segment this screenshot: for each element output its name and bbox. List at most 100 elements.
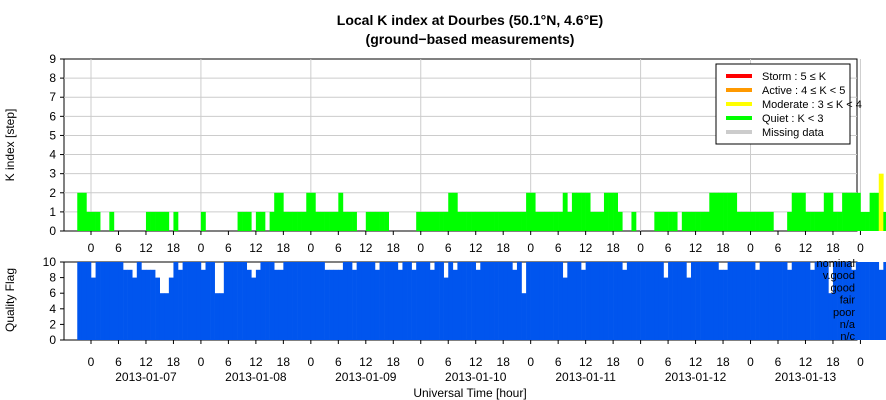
quality-bar (379, 262, 385, 340)
q-x-tick-label: 18 (606, 355, 620, 369)
k-x-tick-label: 0 (307, 241, 314, 255)
k-index-bar (95, 211, 101, 231)
k-index-bar (86, 211, 92, 231)
k-index-bar (429, 211, 435, 231)
quality-bar (306, 262, 312, 340)
k-index-bar (759, 211, 765, 231)
k-index-bar (787, 211, 793, 231)
k-index-bar (613, 192, 618, 231)
k-index-bar (159, 211, 165, 231)
k-x-tick-label: 0 (527, 241, 534, 255)
q-x-tick-label: 12 (249, 355, 263, 369)
k-index-bar (150, 211, 156, 231)
q-x-tick-label: 0 (857, 355, 864, 369)
q-y-tick-label: 4 (49, 302, 56, 316)
quality-bar (214, 293, 220, 340)
q-x-tick-label: 6 (445, 355, 452, 369)
k-index-bar (310, 192, 316, 231)
quality-bar (471, 262, 477, 340)
k-x-tick-label: 12 (689, 241, 703, 255)
quality-bar (342, 262, 348, 340)
k-index-bar (489, 211, 495, 231)
k-x-tick-label: 0 (857, 241, 864, 255)
quality-bar (553, 262, 559, 340)
quality-bar (865, 262, 870, 340)
quality-bar (457, 262, 463, 340)
k-index-bar (526, 192, 531, 231)
q-y-tick-label: 10 (43, 255, 57, 269)
quality-bar (420, 262, 426, 340)
quality-level-label: v.good (823, 270, 855, 282)
k-x-tick-label: 12 (359, 241, 373, 255)
quality-level-label: poor (833, 307, 855, 319)
quality-bar (571, 262, 577, 340)
k-index-bar (352, 211, 357, 231)
quality-bar (86, 262, 92, 340)
k-index-bar (370, 211, 376, 231)
quality-bar (480, 262, 486, 340)
quality-bar (855, 262, 861, 340)
k-index-bar (700, 211, 706, 231)
k-index-bar (672, 211, 678, 231)
quality-bar (878, 269, 884, 340)
quality-bar (461, 262, 467, 340)
quality-bar (136, 262, 142, 340)
q-x-tick-label: 0 (527, 355, 534, 369)
quality-bar (883, 262, 886, 340)
quality-bar (773, 262, 779, 340)
k-x-tick-label: 0 (88, 241, 95, 255)
k-index-bar (269, 211, 275, 231)
q-x-tick-label: 12 (799, 355, 813, 369)
quality-bar (626, 262, 632, 340)
quality-bar (690, 262, 696, 340)
k-index-bar (608, 192, 614, 231)
k-index-bar (480, 211, 486, 231)
quality-bar (704, 262, 710, 340)
k-index-bar (663, 211, 669, 231)
k-index-bar (594, 211, 600, 231)
quality-bar (150, 269, 156, 340)
k-index-bar (457, 211, 463, 231)
quality-bar (810, 269, 815, 340)
legend-label-moderate: Moderate : 3 ≤ K < 4 (762, 99, 862, 111)
quality-bar (819, 262, 825, 340)
k-index-bar (452, 192, 458, 231)
k-index-bar (301, 211, 307, 231)
quality-bar (109, 262, 115, 340)
quality-bar (654, 262, 660, 340)
k-index-bar (810, 211, 815, 231)
k-index-bar (869, 192, 875, 231)
k-index-bar (819, 211, 825, 231)
quality-bar (814, 262, 820, 340)
quality-bar (219, 293, 225, 340)
q-x-tick-label: 0 (307, 355, 314, 369)
quality-bar (393, 262, 399, 340)
k-index-bar (255, 211, 261, 231)
quality-bar (562, 277, 568, 340)
k-index-bar (736, 211, 742, 231)
quality-bar (416, 262, 422, 340)
quality-bar (91, 277, 96, 340)
k-index-bar (704, 211, 710, 231)
quality-bar (750, 262, 756, 340)
quality-bar (347, 262, 353, 340)
quality-bar (613, 262, 618, 340)
quality-bar (182, 262, 188, 340)
k-index-bar (200, 211, 206, 231)
k-index-bar (374, 211, 380, 231)
q-y-tick-label: 6 (49, 286, 56, 300)
quality-bar (159, 293, 165, 340)
quality-bar (791, 262, 797, 340)
k-index-bar (590, 211, 596, 231)
quality-bar (544, 262, 550, 340)
quality-bar (512, 269, 518, 340)
k-index-bar (507, 211, 513, 231)
quality-bar (521, 293, 527, 340)
k-index-bar (242, 211, 248, 231)
k-index-bar (498, 211, 504, 231)
quality-bar (223, 262, 229, 340)
k-index-bar (695, 211, 701, 231)
k-index-bar (333, 211, 339, 231)
